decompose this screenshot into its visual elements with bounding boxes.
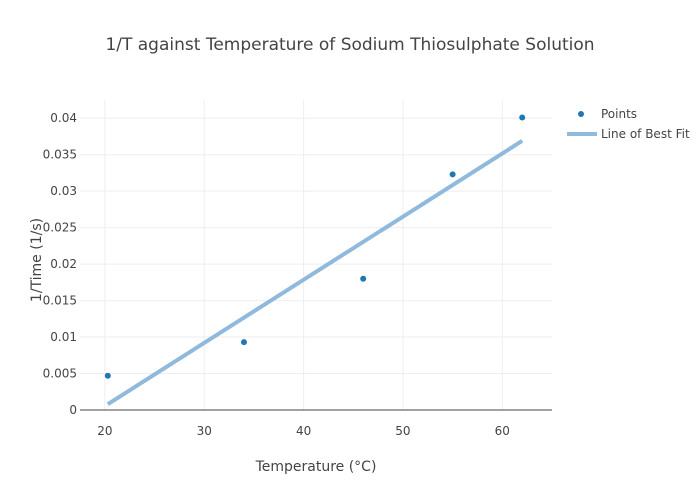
data-point[interactable] — [519, 114, 526, 121]
x-tick-label: 50 — [395, 424, 410, 438]
y-tick-label: 0.025 — [43, 221, 77, 235]
y-tick-label: 0.02 — [50, 257, 77, 271]
x-tick-label: 60 — [495, 424, 510, 438]
data-point[interactable] — [240, 339, 247, 346]
legend-item-0[interactable]: Points — [578, 107, 637, 121]
series-layer — [104, 114, 526, 406]
y-tick-label: 0.015 — [43, 294, 77, 308]
y-tick-label: 0.01 — [50, 330, 77, 344]
chart-title: 1/T against Temperature of Sodium Thiosu… — [105, 35, 594, 55]
axes-layer: 20 30 40 50 60 0 0.005 0.01 0.015 0.02 0.025 0.03 0.… — [43, 111, 552, 438]
x-tick-label: 20 — [97, 424, 112, 438]
y-tick-label: 0.03 — [50, 184, 77, 198]
data-point[interactable] — [449, 171, 456, 178]
y-tick-label: 0.035 — [43, 148, 77, 162]
legend-label: Line of Best Fit — [601, 127, 690, 141]
y-tick-label: 0 — [69, 403, 77, 417]
legend-label: Points — [601, 107, 637, 121]
best-fit-line — [106, 139, 524, 406]
data-point[interactable] — [360, 275, 367, 282]
legend-item-1[interactable]: Line of Best Fit — [567, 127, 690, 141]
grid-layer — [80, 100, 552, 410]
y-tick-label: 0.04 — [50, 111, 77, 125]
x-axis-title: Temperature (°C) — [255, 459, 377, 475]
data-point[interactable] — [104, 372, 111, 379]
y-tick-label: 0.005 — [43, 367, 77, 381]
legend[interactable]: Points Line of Best Fit — [567, 107, 690, 141]
y-axis-title: 1/Time (1/s) — [29, 218, 45, 302]
x-tick-label: 30 — [197, 424, 212, 438]
x-tick-label: 40 — [296, 424, 311, 438]
legend-marker-icon — [578, 111, 584, 117]
